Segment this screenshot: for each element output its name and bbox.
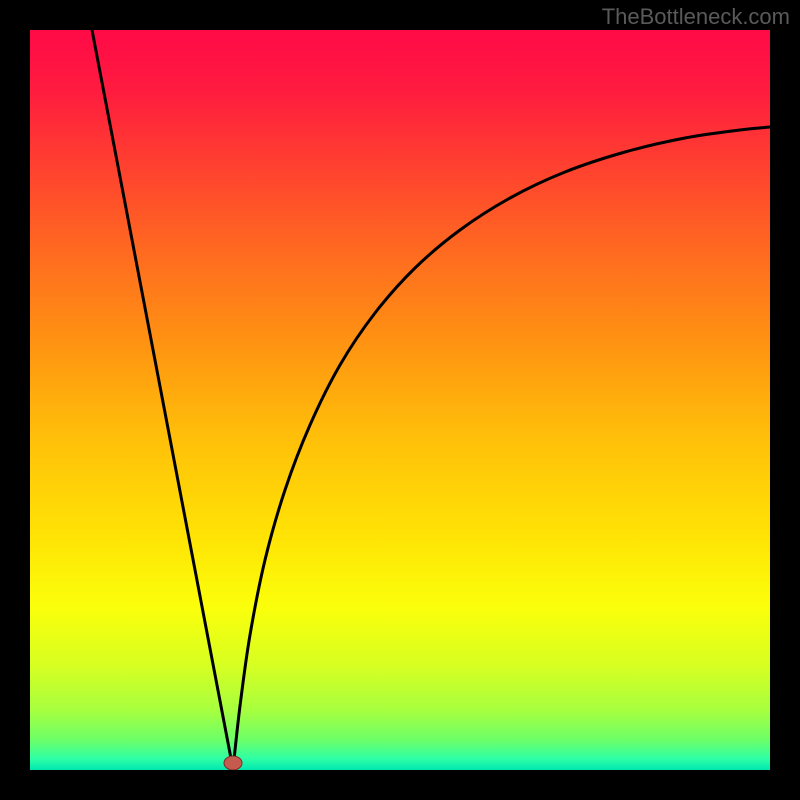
plot-area <box>30 30 770 770</box>
chart-container: TheBottleneck.com <box>0 0 800 800</box>
attribution-label: TheBottleneck.com <box>602 4 790 30</box>
gradient-background <box>30 30 770 770</box>
